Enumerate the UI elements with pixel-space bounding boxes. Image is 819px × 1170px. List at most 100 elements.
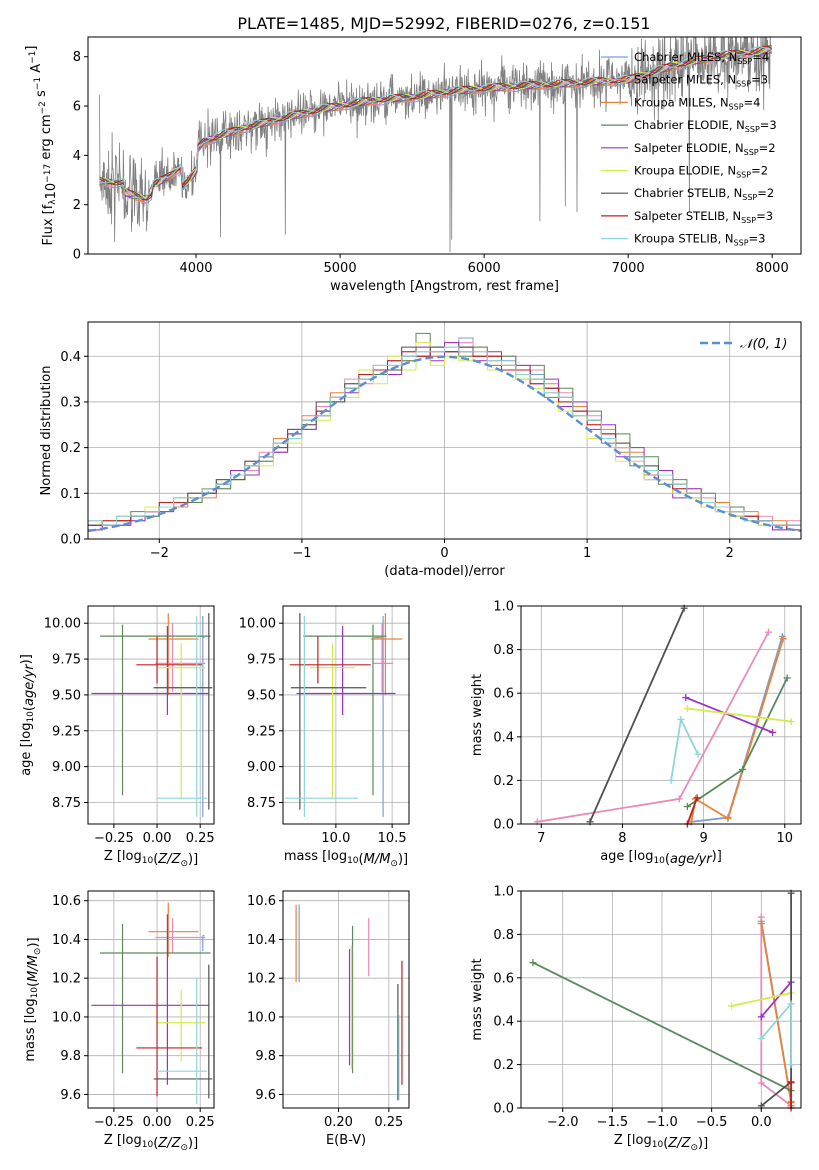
y-tick-label: 0.0 bbox=[493, 1102, 514, 1117]
legend-sub: SSP bbox=[736, 171, 751, 180]
x-tick-label: 2 bbox=[726, 546, 734, 561]
y-tick-label: 10.2 bbox=[247, 972, 276, 987]
x-tick-label: 10 bbox=[776, 831, 793, 846]
legend-entry: Kroupa MILES, NSSP=4 bbox=[634, 95, 760, 111]
y-ticks: 8.75 9.00 9.25 9.50 9.75 10.00 bbox=[44, 617, 88, 811]
x-tick-label: 9 bbox=[699, 831, 707, 846]
y-tick-label: 0.8 bbox=[493, 928, 514, 943]
axis-label-part: ( bbox=[22, 706, 37, 711]
y-axis-label: Normed distribution bbox=[39, 366, 54, 496]
x-tick-label: −0.5 bbox=[696, 1115, 728, 1130]
y-tick-label: 0.8 bbox=[493, 643, 514, 658]
legend-tail: =3 bbox=[751, 73, 768, 87]
legend-tail: =2 bbox=[751, 164, 768, 178]
mass-vs-Z-panel-plot-area bbox=[91, 902, 213, 1105]
legend-text: Chabrier MILES, N bbox=[634, 50, 737, 64]
x-tick-label: 0.20 bbox=[324, 1115, 353, 1130]
histogram-step-line bbox=[88, 346, 801, 539]
y-ticks: 0.0 0.2 0.4 0.6 0.8 1.0 bbox=[493, 600, 521, 833]
y-tick-label: 9.8 bbox=[60, 1049, 81, 1064]
y-ticks: 0 2 4 6 8 bbox=[73, 50, 88, 263]
x-tick-label: 0.00 bbox=[143, 1115, 172, 1130]
legend-text: Chabrier ELODIE, N bbox=[634, 118, 745, 132]
legend-entry: Chabrier STELIB, NSSP=2 bbox=[634, 186, 774, 202]
legend-entry: Kroupa ELODIE, NSSP=2 bbox=[634, 164, 768, 180]
y-tick-label: 4 bbox=[73, 149, 81, 164]
x-tick-label: 10.0 bbox=[321, 831, 350, 846]
axis-label-part: Z [log bbox=[614, 1133, 652, 1148]
y-tick-label: 0.3 bbox=[60, 395, 81, 410]
axis-label-part: )] bbox=[188, 852, 198, 867]
y-tick-label: 9.6 bbox=[255, 1088, 276, 1103]
axis-label-part: age [log bbox=[600, 849, 653, 864]
y-tick-label: 10.4 bbox=[52, 933, 81, 948]
y-tick-label: 8.75 bbox=[52, 796, 81, 811]
axis-label-part: ⊙ bbox=[690, 1143, 698, 1153]
y-tick-label: 9.50 bbox=[247, 688, 276, 703]
y-tick-label: 0.4 bbox=[493, 1015, 514, 1030]
x-axis-label: E(B-V) bbox=[326, 1133, 366, 1148]
y-tick-label: 10.0 bbox=[247, 1010, 276, 1025]
x-tick-label: 4000 bbox=[179, 261, 212, 276]
mass-vs-EBV-panel-plot-area bbox=[295, 904, 403, 1101]
axes-frame bbox=[520, 605, 802, 825]
y-tick-label: 9.75 bbox=[52, 653, 81, 668]
legend-text: Salpeter ELODIE, N bbox=[634, 141, 744, 155]
axis-label-part: )] bbox=[712, 849, 722, 864]
legend-tail: =4 bbox=[744, 95, 761, 109]
legend-sub: SSP bbox=[736, 80, 751, 89]
age-vs-mass-panel-plot-area bbox=[285, 613, 403, 817]
y-tick-label: 0.2 bbox=[60, 441, 81, 456]
x-tick-label: −0.25 bbox=[94, 1115, 134, 1130]
y-tick-label: 0.2 bbox=[493, 1058, 514, 1073]
axis-label-part: ( bbox=[153, 852, 158, 867]
x-tick-label: 7 bbox=[537, 831, 545, 846]
y-tick-label: 6 bbox=[73, 100, 81, 115]
y-axis-label: Flux [fλ10−17 erg cm−2 s−1 A−1] bbox=[24, 46, 59, 246]
legend-sub: SSP bbox=[741, 216, 756, 225]
x-axis-label: Z [log10(Z/Z⊙)] bbox=[104, 1133, 198, 1153]
axis-label-part: 10 bbox=[26, 711, 36, 723]
axes-frame bbox=[282, 605, 410, 825]
y-tick-label: 10.2 bbox=[52, 972, 81, 987]
x-ticks: −2.0 −1.5 −1.0 −0.5 0.0 bbox=[547, 1108, 772, 1130]
y-tick-label: 9.8 bbox=[255, 1049, 276, 1064]
y-axis-label-part: −2 bbox=[38, 101, 48, 114]
histogram-step-line bbox=[88, 332, 801, 539]
legend-sub: SSP bbox=[745, 125, 760, 134]
x-ticks: 4000 5000 6000 7000 8000 bbox=[179, 254, 789, 276]
x-tick-label: 0.00 bbox=[143, 831, 172, 846]
y-tick-label: 10.0 bbox=[52, 1010, 81, 1025]
panels: 4000 5000 6000 7000 8000 0 2 4 6 8 wavelength [Ang… bbox=[19, 36, 802, 1153]
y-tick-label: 9.6 bbox=[60, 1088, 81, 1103]
axis-label-part: ⊙ bbox=[180, 1143, 188, 1153]
axis-label-part: ( bbox=[665, 852, 670, 867]
y-tick-label: 9.75 bbox=[247, 653, 276, 668]
legend-text: Kroupa MILES, N bbox=[634, 95, 729, 109]
mass-weight-vs-Z-panel-plot-area bbox=[529, 889, 795, 1112]
legend-sub: SSP bbox=[742, 193, 757, 202]
age-vs-Z-panel-plot-area bbox=[91, 613, 213, 817]
axis-label-part: ( bbox=[663, 1136, 668, 1151]
y-tick-label: 0.6 bbox=[493, 971, 514, 986]
axes-frame bbox=[87, 605, 215, 825]
axis-label-part: 10 bbox=[347, 856, 359, 866]
axis-label-part: 10 bbox=[142, 1140, 154, 1150]
x-tick-label: 0.0 bbox=[751, 1115, 772, 1130]
x-tick-label: 0.25 bbox=[374, 1115, 403, 1130]
legend-text: Kroupa STELIB, N bbox=[634, 232, 734, 246]
mass-weight-vs-age-panel: 7 8 9 10 0.0 0.2 0.4 0.6 0.8 1.0 mass weight age [l… bbox=[470, 600, 802, 867]
y-axis-label-part: ] bbox=[24, 46, 39, 51]
axes-frame bbox=[520, 890, 802, 1109]
y-axis-label: age [log10(age/yr)] bbox=[19, 654, 37, 776]
axis-label-part: )] bbox=[19, 654, 34, 664]
axis-label-part: 10 bbox=[653, 856, 665, 866]
y-axis-label: mass weight bbox=[470, 674, 485, 756]
axis-label-part: M/M bbox=[26, 955, 41, 982]
axis-label-part: mass [log bbox=[23, 998, 38, 1061]
legend: 𝒩(0, 1) bbox=[700, 337, 787, 352]
mass-weight-line bbox=[760, 981, 792, 1018]
axis-label-part: 10 bbox=[142, 856, 154, 866]
y-tick-label: 2 bbox=[73, 198, 81, 213]
y-axis-label-part: A bbox=[29, 64, 44, 77]
